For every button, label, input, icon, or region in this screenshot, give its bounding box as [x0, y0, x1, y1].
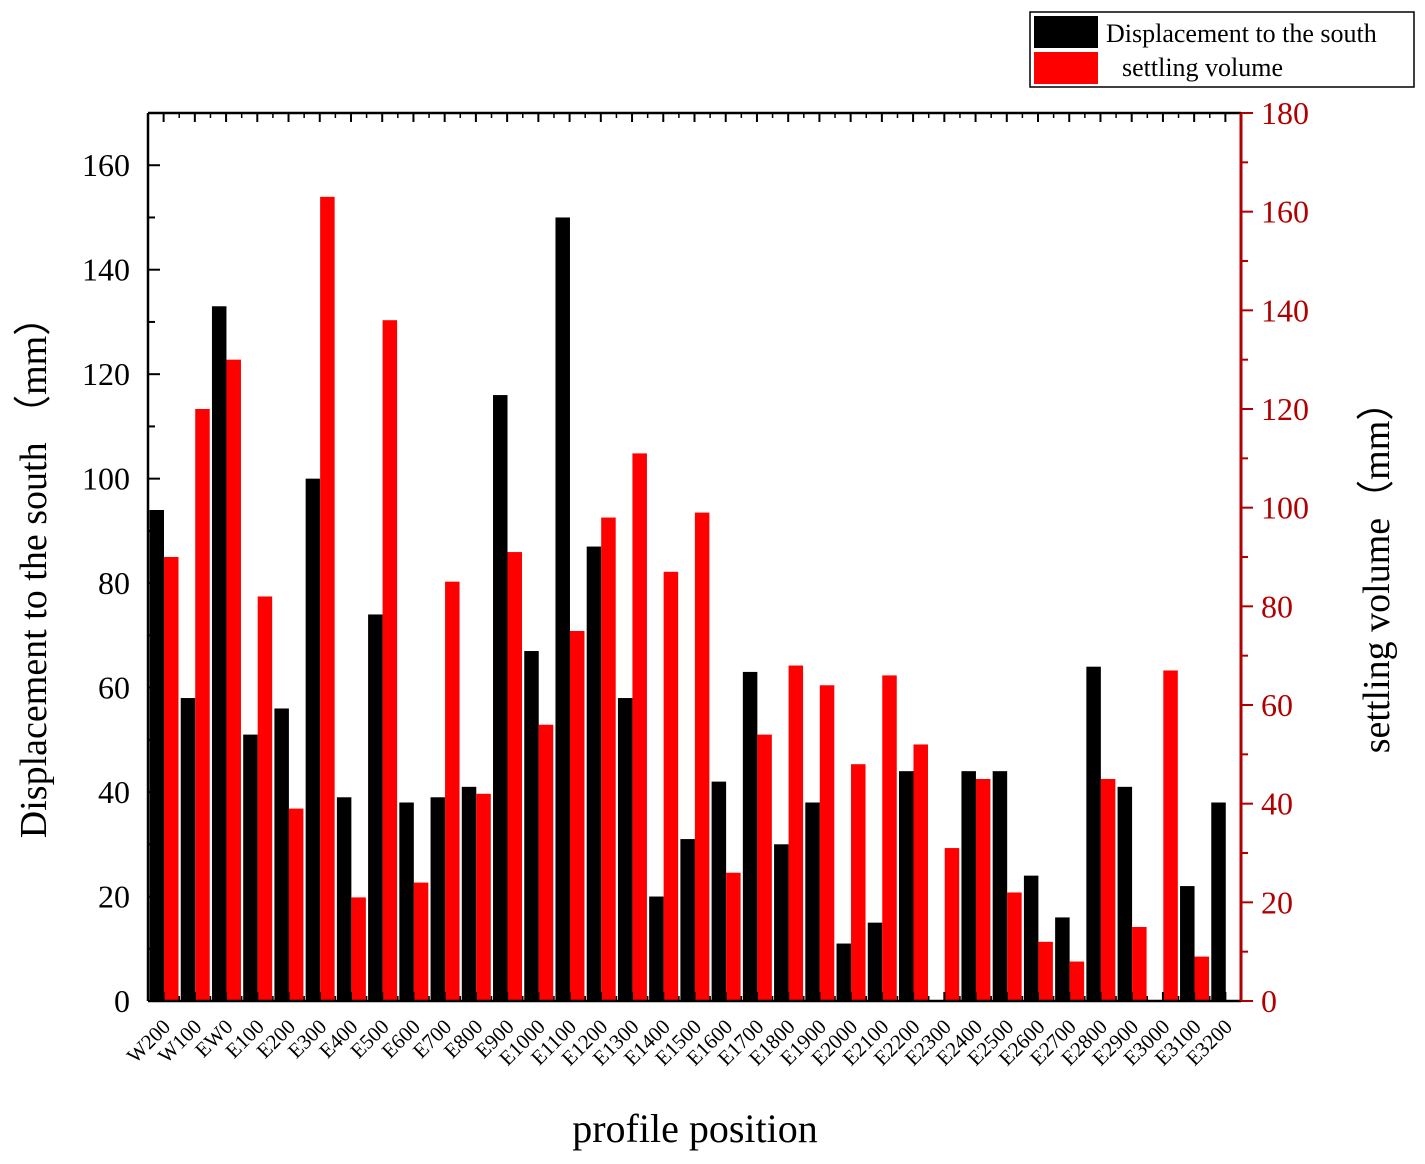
bar-displacement-E1200: [586, 546, 602, 1001]
right-tick-label: 180: [1261, 95, 1309, 131]
bar-settling-E3000: [1163, 670, 1178, 1001]
bar-displacement-E2700: [1055, 917, 1070, 1001]
bar-settling-W100: [195, 409, 210, 1001]
right-tick-label: 80: [1261, 588, 1293, 624]
bar-settling-E300: [320, 196, 335, 1001]
bar-displacement-E1300: [617, 698, 633, 1001]
bar-displacement-E900: [493, 395, 508, 1002]
bar-displacement-E1000: [524, 651, 539, 1001]
bar-displacement-E1500: [680, 839, 695, 1001]
bar-settling-E1400: [663, 571, 679, 1001]
bar-displacement-E400: [336, 797, 352, 1001]
right-tick-label: 140: [1261, 292, 1309, 328]
bar-settling-EW0: [226, 359, 241, 1002]
legend-swatch-settling: [1034, 52, 1098, 84]
bar-settling-E200: [288, 808, 304, 1001]
right-tick-label: 0: [1261, 983, 1277, 1019]
bar-settling-E500: [382, 320, 398, 1001]
right-axis: 0 20 40 60 80 100 120 140 160 180: [1241, 95, 1309, 1019]
bar-displacement-E3200: [1211, 802, 1226, 1001]
bar-settling-W200: [164, 557, 179, 1001]
bar-displacement-E2200: [898, 771, 914, 1001]
bar-displacement-W100: [180, 698, 196, 1001]
bar-displacement-E500: [368, 614, 383, 1001]
legend: Displacement to the south settling volum…: [1029, 11, 1415, 88]
right-tick-label: 60: [1261, 687, 1293, 723]
legend-label-displacement: Displacement to the south: [1106, 19, 1377, 48]
bar-displacement-E700: [430, 797, 446, 1001]
left-tick-label: 160: [82, 147, 130, 183]
bar-settling-E1200: [601, 517, 616, 1001]
bar-settling-E1300: [632, 453, 647, 1001]
bar-displacement-E2800: [1086, 666, 1101, 1001]
bar-settling-E1900: [819, 685, 835, 1001]
bar-displacement-E1900: [805, 802, 820, 1001]
bar-settling-E3100: [1194, 956, 1210, 1001]
bar-displacement-E2000: [836, 943, 852, 1001]
bar-displacement-E2100: [867, 922, 883, 1001]
bar-settling-E100: [257, 596, 273, 1001]
bar-displacement-E1100: [555, 217, 570, 1001]
left-tick-label: 120: [82, 356, 130, 392]
bar-displacement-E2400: [961, 771, 976, 1001]
bar-displacement-E1800: [774, 844, 789, 1001]
bar-settling-E2300: [944, 848, 960, 1001]
bar-displacement-E3100: [1180, 886, 1195, 1001]
right-tick-label: 160: [1261, 194, 1309, 230]
left-tick-label: 60: [98, 670, 130, 706]
bar-settling-E2500: [1007, 892, 1022, 1001]
bar-displacement-E2500: [992, 771, 1008, 1001]
left-tick-label: 80: [98, 565, 130, 601]
bar-displacement-E2600: [1023, 875, 1039, 1001]
bar-displacement-E100: [243, 734, 258, 1001]
legend-label-settling: settling volume: [1122, 53, 1283, 82]
bar-settling-E2400: [975, 779, 991, 1001]
bar-settling-E2200: [913, 744, 928, 1001]
bar-settling-E700: [445, 581, 460, 1001]
bar-settling-E800: [476, 793, 491, 1001]
bar-settling-E2000: [851, 764, 866, 1001]
right-tick-label: 40: [1261, 786, 1293, 822]
x-axis-title: profile position: [572, 1106, 818, 1151]
bar-displacement-E200: [274, 708, 289, 1001]
left-tick-label: 40: [98, 774, 130, 810]
left-axis: 0 20 40 60 80 100 120 140 160: [82, 147, 160, 1019]
right-tick-label: 100: [1261, 490, 1309, 526]
left-tick-label: 20: [98, 879, 130, 915]
bar-settling-E2800: [1100, 779, 1116, 1001]
bar-displacement-E2900: [1117, 786, 1133, 1001]
right-tick-label: 120: [1261, 391, 1309, 427]
bar-displacement-W200: [149, 509, 164, 1001]
bar-displacement-E800: [461, 786, 477, 1001]
bar-settling-E2100: [882, 675, 897, 1001]
legend-swatch-displacement: [1034, 16, 1098, 48]
bar-settling-E600: [413, 882, 429, 1001]
bar-settling-E1100: [569, 631, 585, 1001]
bar-displacement-E1400: [649, 896, 664, 1001]
bar-displacement-EW0: [211, 306, 227, 1001]
left-tick-label: 100: [82, 461, 130, 497]
bar-settling-E400: [351, 897, 366, 1001]
bar-settling-E1800: [788, 665, 804, 1001]
bar-settling-E2700: [1069, 961, 1085, 1001]
y-axis-title-right: settling volume（mm）: [1356, 383, 1398, 753]
bars-group: [149, 196, 1226, 1002]
left-tick-label: 140: [82, 252, 130, 288]
bar-displacement-E600: [399, 802, 414, 1001]
right-tick-label: 20: [1261, 884, 1293, 920]
bar-displacement-E1700: [742, 671, 758, 1001]
bar-settling-E2600: [1038, 941, 1053, 1001]
bar-displacement-E1600: [711, 781, 727, 1001]
left-tick-label: 0: [114, 983, 130, 1019]
y-axis-title-left: Displacement to the south （mm）: [13, 298, 55, 838]
bar-settling-E1500: [694, 512, 710, 1001]
bar-settling-E900: [507, 552, 523, 1001]
bar-settling-E1000: [538, 724, 554, 1001]
bar-settling-E1600: [726, 872, 741, 1001]
bar-settling-E2900: [1132, 927, 1147, 1001]
bar-settling-E1700: [757, 734, 772, 1001]
bar-displacement-E300: [305, 478, 321, 1001]
